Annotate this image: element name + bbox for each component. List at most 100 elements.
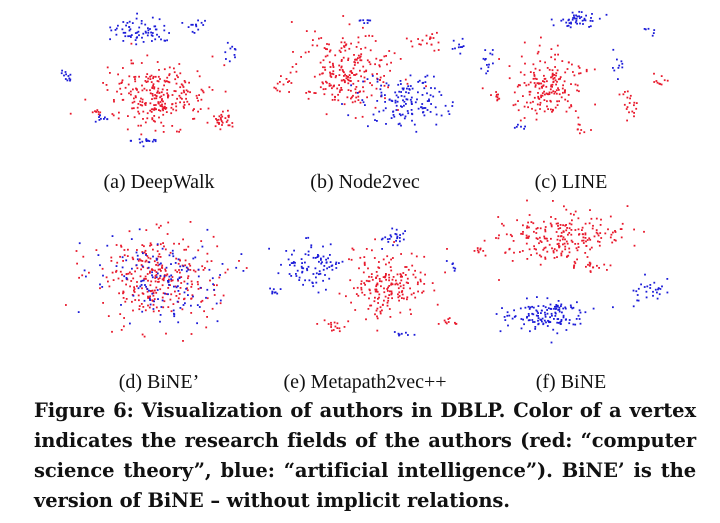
- scatter-point: [147, 27, 149, 30]
- scatter-point: [162, 131, 165, 133]
- scatter-point: [550, 308, 553, 310]
- scatter-point: [146, 112, 149, 115]
- scatter-point: [552, 250, 555, 252]
- scatter-point: [335, 267, 338, 269]
- scatter-point: [368, 61, 371, 63]
- scatter-point: [426, 109, 429, 111]
- scatter-point: [380, 285, 382, 288]
- scatter-point: [97, 113, 100, 116]
- scatter-point: [576, 22, 578, 25]
- scatter-point: [374, 296, 376, 299]
- scatter-point: [529, 306, 532, 309]
- scatter-point: [567, 61, 570, 64]
- scatter-point: [399, 275, 402, 278]
- scatter-point: [187, 277, 189, 280]
- scatter-point: [128, 230, 131, 233]
- scatter-point: [347, 89, 350, 91]
- scatter-point: [397, 96, 400, 99]
- scatter-point: [161, 98, 163, 100]
- scatter-point: [165, 80, 168, 82]
- scatter-point: [567, 24, 570, 27]
- scatter-point: [555, 231, 558, 233]
- scatter-point: [593, 235, 596, 238]
- scatter-point: [565, 208, 568, 211]
- scatter-point: [357, 57, 359, 59]
- scatter-point: [154, 104, 157, 106]
- scatter-point: [379, 88, 382, 91]
- scatter-point: [598, 244, 601, 247]
- scatter-point: [154, 38, 157, 41]
- scatter-point: [151, 108, 154, 111]
- scatter-point: [554, 311, 557, 314]
- scatter-point: [629, 97, 631, 100]
- scatter-point: [359, 19, 362, 22]
- scatter-point: [508, 248, 511, 251]
- scatter-point: [366, 22, 369, 24]
- scatter-point: [376, 307, 379, 310]
- scatter-point: [187, 268, 190, 271]
- scatter-point: [65, 304, 67, 306]
- scatter-point: [429, 37, 432, 39]
- scatter-point: [525, 234, 528, 237]
- scatter-plot: [268, 227, 458, 337]
- scatter-point: [314, 267, 317, 270]
- scatter-point: [164, 248, 167, 251]
- scatter-point: [290, 21, 293, 23]
- scatter-point: [409, 85, 412, 87]
- scatter-point: [424, 273, 426, 276]
- scatter-point: [544, 61, 546, 64]
- scatter-point: [495, 91, 497, 93]
- scatter-point: [174, 290, 176, 293]
- scatter-point: [84, 98, 87, 101]
- scatter-point: [202, 269, 205, 271]
- scatter-point: [271, 292, 274, 295]
- scatter-point: [388, 294, 391, 296]
- scatter-point: [557, 87, 559, 90]
- scatter-point: [225, 121, 228, 123]
- scatter-point: [376, 282, 379, 285]
- scatter-point: [152, 255, 154, 258]
- scatter-point: [448, 317, 451, 319]
- scatter-point: [380, 84, 382, 87]
- scatter-point: [453, 269, 456, 272]
- scatter-point: [295, 70, 298, 73]
- scatter-point: [542, 85, 545, 87]
- scatter-point: [155, 286, 158, 289]
- scatter-point: [69, 78, 72, 81]
- scatter-point: [141, 251, 144, 253]
- scatter-point: [404, 230, 406, 232]
- subcaption-line: (c) LINE: [534, 171, 608, 193]
- scatter-point: [196, 281, 199, 283]
- scatter-point: [363, 262, 366, 265]
- scatter-point: [285, 250, 288, 252]
- scatter-point: [520, 232, 522, 235]
- scatter-point: [585, 14, 587, 17]
- scatter-point: [543, 237, 546, 240]
- scatter-point: [543, 319, 546, 322]
- scatter-point: [163, 68, 166, 71]
- scatter-point: [126, 128, 129, 131]
- scatter-point: [383, 287, 385, 290]
- scatter-point: [555, 72, 558, 75]
- scatter-point: [168, 81, 171, 84]
- scatter-point: [150, 108, 153, 111]
- scatter-point: [459, 46, 462, 48]
- scatter-point: [562, 307, 565, 310]
- scatter-point: [426, 74, 429, 77]
- scatter-point: [195, 25, 198, 28]
- scatter-point: [142, 266, 145, 269]
- scatter-point: [178, 293, 181, 295]
- scatter-point: [429, 38, 431, 40]
- scatter-point: [577, 228, 580, 231]
- scatter-point: [536, 238, 539, 240]
- scatter-point: [550, 85, 552, 88]
- scatter-point: [569, 26, 572, 29]
- scatter-point: [288, 91, 290, 93]
- scatter-point: [545, 321, 547, 324]
- scatter-point: [123, 325, 125, 328]
- scatter-point: [113, 99, 115, 101]
- scatter-point: [292, 261, 295, 263]
- scatter-point: [141, 333, 144, 336]
- scatter-point: [336, 87, 339, 90]
- scatter-point: [329, 254, 331, 256]
